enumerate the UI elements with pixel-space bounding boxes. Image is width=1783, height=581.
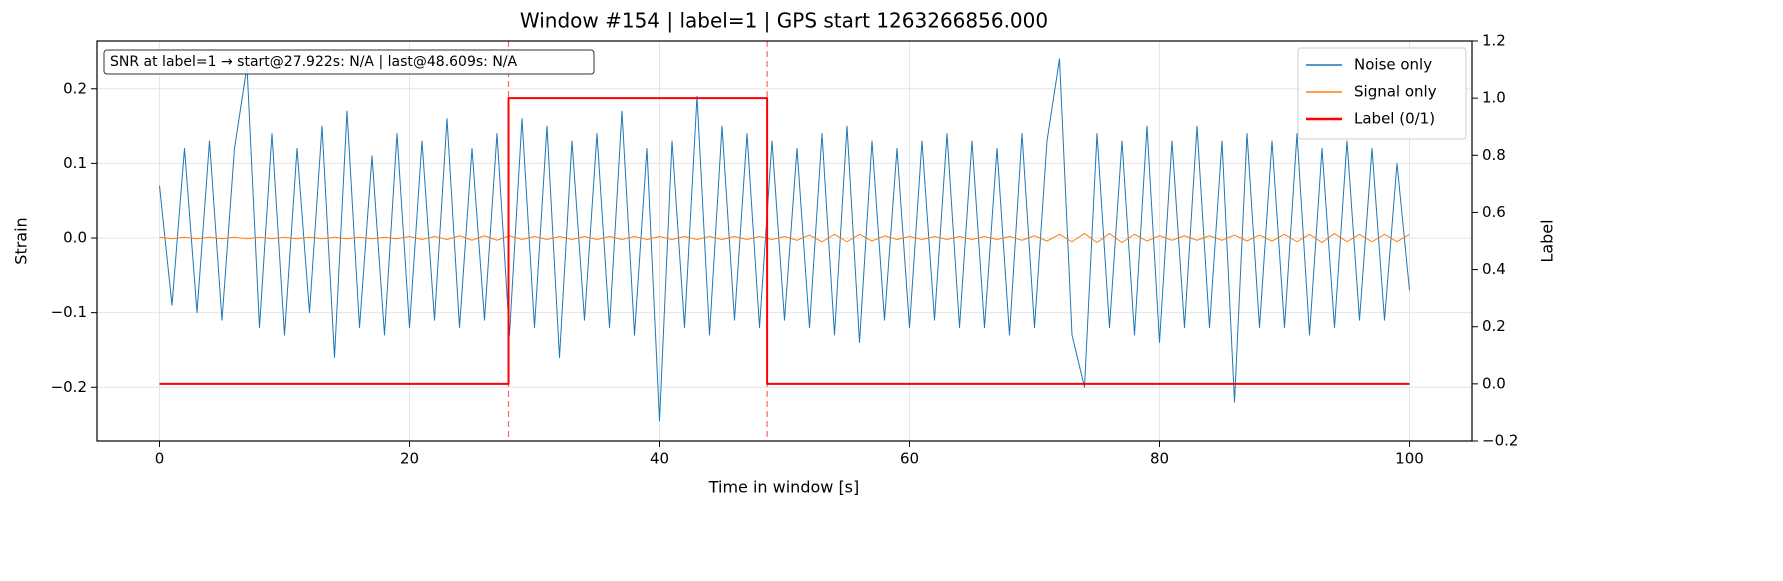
legend-label: Signal only xyxy=(1354,83,1437,101)
chart-title: Window #154 | label=1 | GPS start 126326… xyxy=(520,9,1048,33)
legend-label: Noise only xyxy=(1354,56,1432,74)
x-tick-label: 0 xyxy=(155,450,165,468)
series-line xyxy=(159,58,1410,422)
y2-tick-label: 1.0 xyxy=(1482,89,1506,107)
y-axis-label: Strain xyxy=(12,217,31,264)
series-line xyxy=(159,233,1410,243)
annotation-box xyxy=(103,49,595,75)
legend-box xyxy=(1297,47,1467,140)
y2-tick-label: 1.2 xyxy=(1482,32,1506,50)
x-axis-label: Time in window [s] xyxy=(708,478,860,497)
y2-axis-label: Label xyxy=(1538,219,1557,262)
x-tick-label: 80 xyxy=(1150,450,1169,468)
y-tick-label: 0.2 xyxy=(63,79,87,97)
y2-tick-label: 0.2 xyxy=(1482,317,1506,335)
legend: Noise only Signal only Label (0/1) xyxy=(1297,47,1467,140)
y2-tick-label: −0.2 xyxy=(1482,432,1518,450)
plot-area xyxy=(159,41,1410,441)
legend-label: Label (0/1) xyxy=(1354,110,1435,128)
annotation: SNR at label=1 → start@27.922s: N/A | la… xyxy=(110,54,518,70)
x-tick-label: 20 xyxy=(400,450,419,468)
axes-frame xyxy=(96,40,1473,442)
y-tick-label: 0.1 xyxy=(63,154,87,172)
y-tick-label: −0.2 xyxy=(51,378,87,396)
y2-tick-label: 0.8 xyxy=(1482,146,1506,164)
y-tick-label: −0.1 xyxy=(51,303,87,321)
y-tick-label: 0.0 xyxy=(63,229,87,247)
y2-tick-label: 0.4 xyxy=(1482,260,1506,278)
x-tick-label: 100 xyxy=(1395,450,1424,468)
y2-tick-label: 0.6 xyxy=(1482,203,1506,221)
x-tick-label: 60 xyxy=(900,450,919,468)
x-tick-label: 40 xyxy=(650,450,669,468)
y2-tick-label: 0.0 xyxy=(1482,374,1506,392)
series-line xyxy=(159,97,1410,385)
